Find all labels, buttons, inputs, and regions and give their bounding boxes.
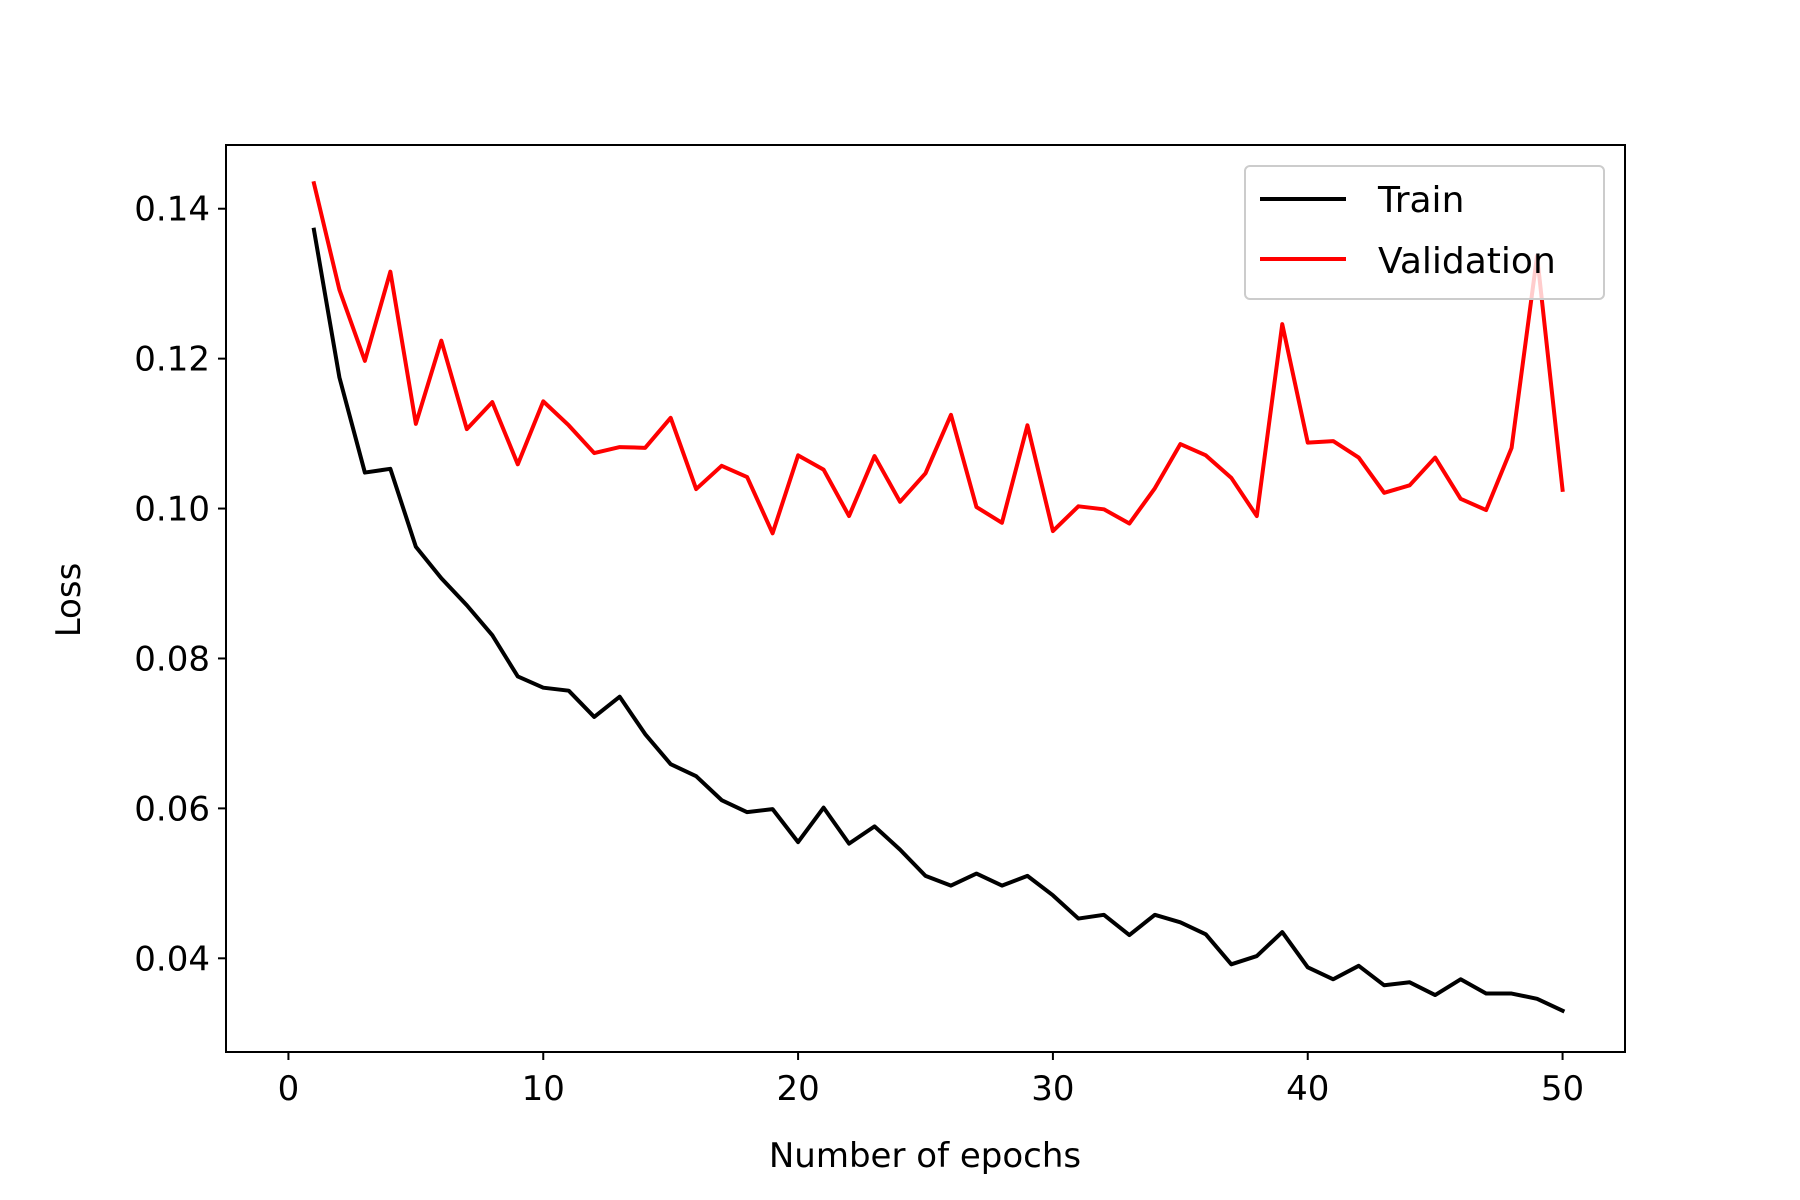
series-line-validation — [311, 180, 1565, 536]
y-axis-label: Loss — [49, 563, 89, 638]
x-axis-label: Number of epochs — [769, 1136, 1081, 1176]
x-tick-label: 10 — [522, 1069, 565, 1109]
legend-label-validation: Validation — [1378, 241, 1556, 282]
x-tick-label: 50 — [1541, 1069, 1584, 1109]
legend: Train Validation — [1244, 165, 1605, 300]
y-tick-label: 0.10 — [134, 490, 210, 530]
series-layer — [311, 180, 1566, 1014]
x-tick-label: 30 — [1031, 1069, 1074, 1109]
y-tick-label: 0.04 — [134, 939, 210, 979]
legend-label-train: Train — [1377, 180, 1464, 221]
y-tick-label: 0.06 — [134, 789, 210, 829]
x-tick-label: 40 — [1286, 1069, 1329, 1109]
y-tick-label: 0.14 — [134, 190, 210, 230]
y-tick-label: 0.12 — [134, 340, 210, 380]
series-line-train — [311, 227, 1566, 1014]
y-tick-label: 0.08 — [134, 639, 210, 679]
x-axis: 0 10 20 30 40 50 — [278, 1052, 1584, 1109]
plot-frame — [225, 144, 1626, 1053]
x-tick-label: 0 — [278, 1069, 300, 1109]
x-tick-label: 20 — [776, 1069, 819, 1109]
y-axis: 0.04 0.06 0.08 0.10 0.12 0.14 — [134, 190, 226, 979]
